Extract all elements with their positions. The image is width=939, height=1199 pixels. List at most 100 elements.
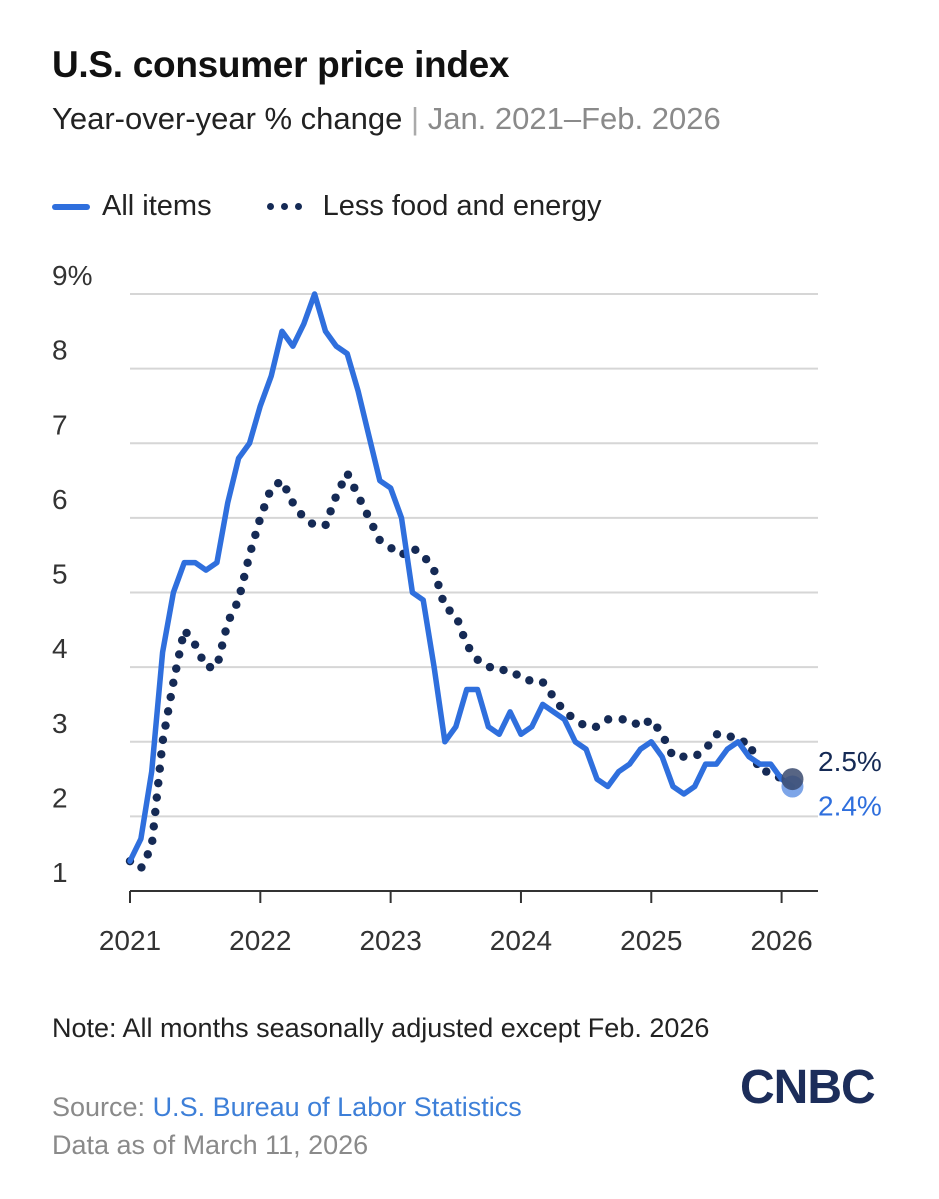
core-data-point (166, 692, 175, 702)
core-data-point (747, 746, 757, 755)
series-all-items (127, 291, 796, 864)
core-data-point (214, 655, 223, 664)
core-data-point (157, 750, 166, 759)
y-tick-label: 7 (52, 409, 68, 440)
core-data-point (660, 735, 670, 745)
core-data-point (296, 510, 306, 519)
core-data-point (538, 678, 548, 687)
core-data-point (499, 665, 508, 675)
core-data-point (321, 520, 330, 530)
y-tick-label: 2 (52, 782, 68, 813)
core-data-point (154, 778, 163, 788)
legend-item-core: Less food and energy (266, 190, 602, 223)
core-end-label: 2.5% (818, 746, 882, 777)
core-data-point (161, 721, 170, 730)
chart-title: U.S. consumer price index (52, 44, 510, 85)
core-data-point (653, 723, 662, 732)
cnbc-logo: CNBC (740, 1061, 876, 1114)
x-tick-label: 2022 (229, 925, 291, 956)
core-data-point (197, 653, 206, 662)
chart-subtitle: Year-over-year % change | Jan. 2021–Feb.… (52, 101, 721, 137)
core-data-point (464, 643, 474, 653)
core-data-point (137, 863, 146, 872)
core-data-point (163, 707, 173, 716)
legend-item-all-items: All items (52, 190, 212, 223)
core-data-point (438, 594, 447, 604)
core-data-point (726, 732, 735, 741)
y-tick-label: 5 (52, 559, 68, 590)
core-data-point (172, 664, 181, 673)
core-data-point (578, 719, 587, 729)
core-data-point (177, 636, 187, 645)
core-data-point (387, 544, 396, 553)
core-data-point (591, 722, 601, 732)
core-data-point (512, 670, 521, 679)
core-data-point (236, 586, 245, 596)
core-data-point (350, 483, 359, 492)
core-data-point (221, 627, 230, 636)
core-data-point (337, 480, 346, 489)
series-less-food-and-energy (125, 470, 784, 872)
core-data-point (434, 580, 443, 590)
core-data-point (473, 655, 482, 664)
x-tick-label: 2021 (99, 925, 161, 956)
legend-label-all-items: All items (102, 190, 212, 222)
core-data-point (603, 715, 613, 724)
core-data-point (555, 701, 565, 711)
core-data-point (362, 509, 372, 519)
core-data-point (247, 544, 256, 554)
chart-legend: All items Less food and energy (52, 190, 657, 223)
core-data-point (190, 640, 200, 649)
core-data-point (205, 662, 215, 672)
subtitle-range: Jan. 2021–Feb. 2026 (427, 101, 721, 136)
core-data-point (264, 489, 274, 498)
core-data-point (151, 807, 160, 817)
core-data-point (631, 719, 641, 728)
legend-label-core: Less food and energy (322, 190, 602, 222)
core-data-point (158, 735, 168, 745)
core-data-point (152, 793, 161, 802)
y-tick-label: 6 (52, 484, 68, 515)
y-tick-label: 1 (52, 857, 68, 888)
core-data-point (679, 752, 688, 761)
core-data-point (369, 522, 378, 532)
core-data-point (566, 711, 575, 721)
core-data-point (693, 750, 702, 760)
source-link[interactable]: U.S. Bureau of Labor Statistics (152, 1092, 522, 1122)
core-data-point (356, 496, 365, 506)
core-data-point (251, 530, 260, 540)
x-tick-label: 2025 (620, 925, 682, 956)
x-tick-label: 2023 (359, 925, 421, 956)
core-data-point (169, 678, 178, 688)
core-data-point (182, 628, 191, 638)
core-data-point (174, 650, 184, 659)
core-data-point (704, 741, 713, 750)
core-data-point (421, 554, 431, 564)
core-data-point (411, 545, 420, 554)
y-tick-label: 4 (52, 633, 68, 664)
core-data-point (326, 507, 335, 516)
core-data-point (143, 850, 152, 859)
y-tick-label: 3 (52, 708, 68, 739)
core-data-point (232, 600, 241, 609)
core-data-point (307, 519, 317, 528)
core-data-point (282, 485, 291, 494)
core-data-point (273, 479, 283, 488)
core-data-point (762, 767, 771, 776)
core-data-point (525, 676, 534, 685)
cpi-line-chart: 1 2 3 4 5 6 7 8 9% 2021 2022 2023 2024 2025 2026 2.5% 2.… (52, 260, 882, 956)
core-data-point (149, 822, 158, 831)
footnote: Note: All months seasonally adjusted exc… (52, 1013, 710, 1043)
data-as-of: Data as of March 11, 2026 (52, 1130, 369, 1160)
core-data-point (375, 535, 384, 545)
core-data-point (243, 558, 252, 568)
core-data-point (255, 516, 264, 526)
core-data-point (430, 566, 439, 576)
core-data-point (547, 690, 556, 699)
core-data-point (155, 764, 164, 773)
x-tick-label: 2026 (750, 925, 812, 956)
core-data-point (343, 470, 353, 479)
core-data-point (217, 641, 227, 650)
core-data-point (453, 617, 463, 626)
legend-swatch-solid (52, 203, 90, 210)
